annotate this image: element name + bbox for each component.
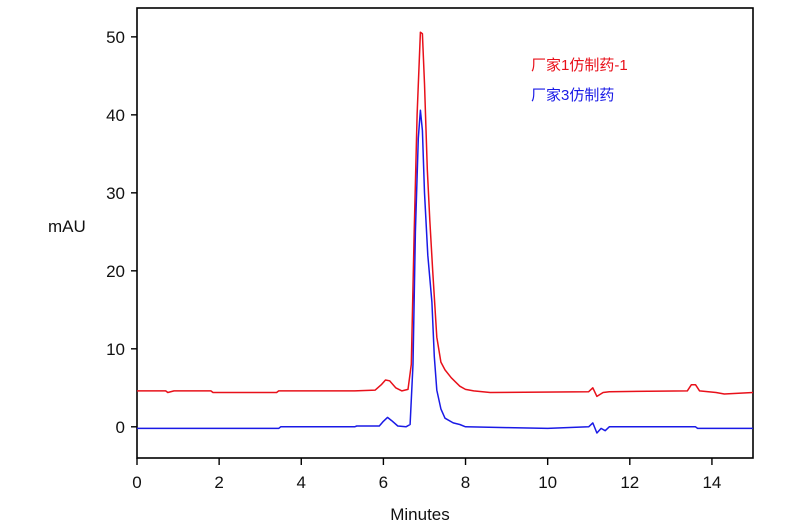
x-tick-label: 12 [620,473,639,492]
x-tick-label: 6 [379,473,388,492]
y-tick-label: 40 [106,106,125,125]
x-axis-title: Minutes [390,505,450,524]
legend-entry-2: 厂家3仿制药 [531,87,614,104]
y-axis-title: mAU [48,217,86,236]
x-tick-label: 4 [297,473,306,492]
plot-frame [136,7,754,459]
series-line-1 [137,31,754,398]
x-tick-label: 10 [538,473,557,492]
x-tick-label: 2 [214,473,223,492]
x-tick-label: 0 [132,473,141,492]
y-tick-label: 30 [106,184,125,203]
y-tick-label: 50 [106,28,125,47]
x-tick-label: 14 [702,473,721,492]
y-tick-label: 0 [116,418,125,437]
series-line-2 [137,109,753,434]
y-tick-label: 20 [106,262,125,281]
x-tick-label: 8 [461,473,470,492]
y-tick-label: 10 [106,340,125,359]
legend-entry-1: 厂家1仿制药-1 [531,57,628,74]
